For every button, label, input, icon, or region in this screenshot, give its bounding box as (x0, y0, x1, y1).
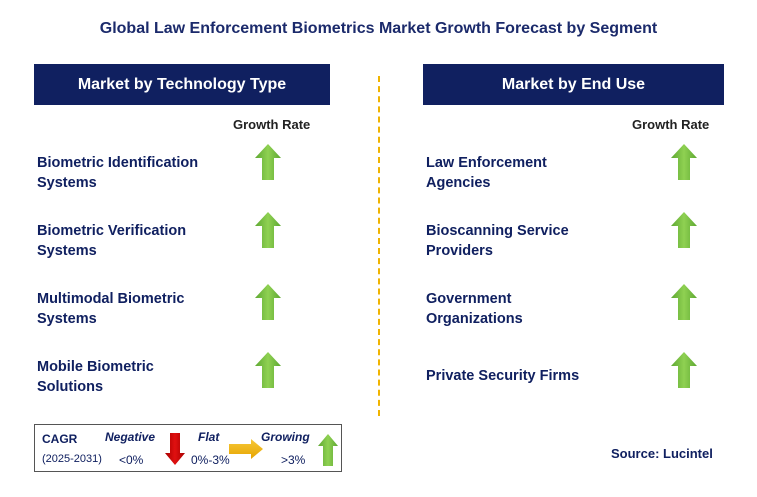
right-growth-rate-label: Growth Rate (632, 117, 710, 132)
right-item-3-line2: Organizations (426, 311, 523, 327)
arrow-up-icon (671, 144, 697, 180)
right-item-3: Government Organizations (426, 289, 626, 329)
left-item-2-line1: Biometric Verification (37, 223, 187, 239)
legend-period: (2025-2031) (42, 453, 102, 465)
legend-growing-range: >3% (281, 453, 306, 467)
right-item-2: Bioscanning Service Providers (426, 221, 626, 261)
left-item-1: Biometric Identification Systems (37, 153, 237, 193)
arrow-up-icon (255, 352, 281, 388)
right-item-4: Private Security Firms (426, 366, 626, 386)
left-item-4-line1: Mobile Biometric (37, 359, 154, 375)
left-item-2-line2: Systems (37, 243, 97, 259)
left-item-3-line2: Systems (37, 311, 97, 327)
left-item-3: Multimodal Biometric Systems (37, 289, 237, 329)
arrow-right-icon (229, 439, 263, 459)
arrow-down-icon (165, 433, 185, 465)
legend-growing-label: Growing (261, 430, 310, 444)
legend-negative-range: <0% (119, 453, 144, 467)
right-item-1-line1: Law Enforcement (426, 155, 547, 171)
end-use-header: Market by End Use (423, 64, 724, 105)
arrow-up-icon (255, 144, 281, 180)
source-note: Source: Lucintel (611, 446, 713, 461)
right-item-1: Law Enforcement Agencies (426, 153, 626, 193)
arrow-up-icon (318, 434, 338, 466)
page-title: Global Law Enforcement Biometrics Market… (99, 20, 658, 37)
legend-flat-range: 0%-3% (191, 453, 230, 467)
left-item-1-line2: Systems (37, 175, 97, 191)
arrow-up-icon (255, 284, 281, 320)
right-item-3-line1: Government (426, 291, 512, 307)
right-item-2-line1: Bioscanning Service (426, 223, 569, 239)
legend-cagr-label: CAGR (42, 432, 78, 446)
technology-type-header: Market by Technology Type (34, 64, 330, 105)
legend-negative-label: Negative (105, 430, 156, 444)
right-item-2-line2: Providers (426, 243, 493, 259)
left-item-3-line1: Multimodal Biometric (37, 291, 185, 307)
arrow-up-icon (255, 212, 281, 248)
right-item-1-line2: Agencies (426, 175, 491, 191)
left-item-1-line1: Biometric Identification (37, 155, 199, 171)
arrow-up-icon (671, 352, 697, 388)
arrow-up-icon (671, 284, 697, 320)
left-item-4: Mobile Biometric Solutions (37, 357, 237, 397)
right-item-4-line1: Private Security Firms (426, 368, 580, 384)
left-item-4-line2: Solutions (37, 379, 104, 395)
left-item-2: Biometric Verification Systems (37, 221, 237, 261)
left-growth-rate-label: Growth Rate (233, 117, 311, 132)
arrow-up-icon (671, 212, 697, 248)
legend-flat-label: Flat (198, 430, 220, 444)
panel-divider (378, 76, 380, 416)
cagr-legend: CAGR (2025-2031) Negative <0% Flat 0%-3%… (34, 424, 342, 472)
